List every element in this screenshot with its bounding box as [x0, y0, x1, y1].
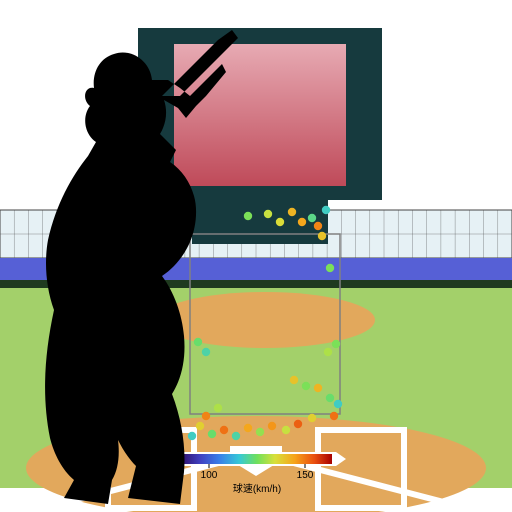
pitch-marker — [298, 218, 306, 226]
pitch-marker — [208, 430, 216, 438]
colorbar-tick: 100 — [201, 470, 218, 481]
pitch-marker — [268, 422, 276, 430]
pitch-marker — [326, 394, 334, 402]
colorbar-label: 球速(km/h) — [233, 482, 281, 495]
pitch-marker — [202, 412, 210, 420]
chart-svg: 100 150 球速(km/h) — [0, 0, 512, 512]
pitch-marker — [220, 426, 228, 434]
pitch-marker — [334, 400, 342, 408]
pitch-marker — [276, 218, 284, 226]
pitch-marker — [256, 428, 264, 436]
pitch-marker — [308, 214, 316, 222]
pitch-marker — [288, 208, 296, 216]
pitch-marker — [188, 432, 196, 440]
pitch-marker — [308, 414, 316, 422]
colorbar-tick: 150 — [297, 470, 314, 481]
pitch-marker — [318, 232, 326, 240]
pitch-marker — [332, 340, 340, 348]
pitch-marker — [194, 338, 202, 346]
pitch-marker — [326, 264, 334, 272]
pitch-marker — [244, 212, 252, 220]
pitch-marker — [214, 404, 222, 412]
pitch-marker — [202, 348, 210, 356]
pitch-marker — [264, 210, 272, 218]
pitch-marker — [314, 384, 322, 392]
pitch-marker — [196, 422, 204, 430]
pitchers-mound — [155, 292, 375, 348]
pitch-marker — [322, 206, 330, 214]
pitch-marker — [294, 420, 302, 428]
pitch-marker — [324, 348, 332, 356]
pitch-marker — [302, 382, 310, 390]
pitch-location-chart: 100 150 球速(km/h) — [0, 0, 512, 512]
pitch-marker — [282, 426, 290, 434]
pitch-marker — [232, 432, 240, 440]
pitch-marker — [244, 424, 252, 432]
pitch-marker — [314, 222, 322, 230]
pitch-marker — [290, 376, 298, 384]
pitch-marker — [330, 412, 338, 420]
